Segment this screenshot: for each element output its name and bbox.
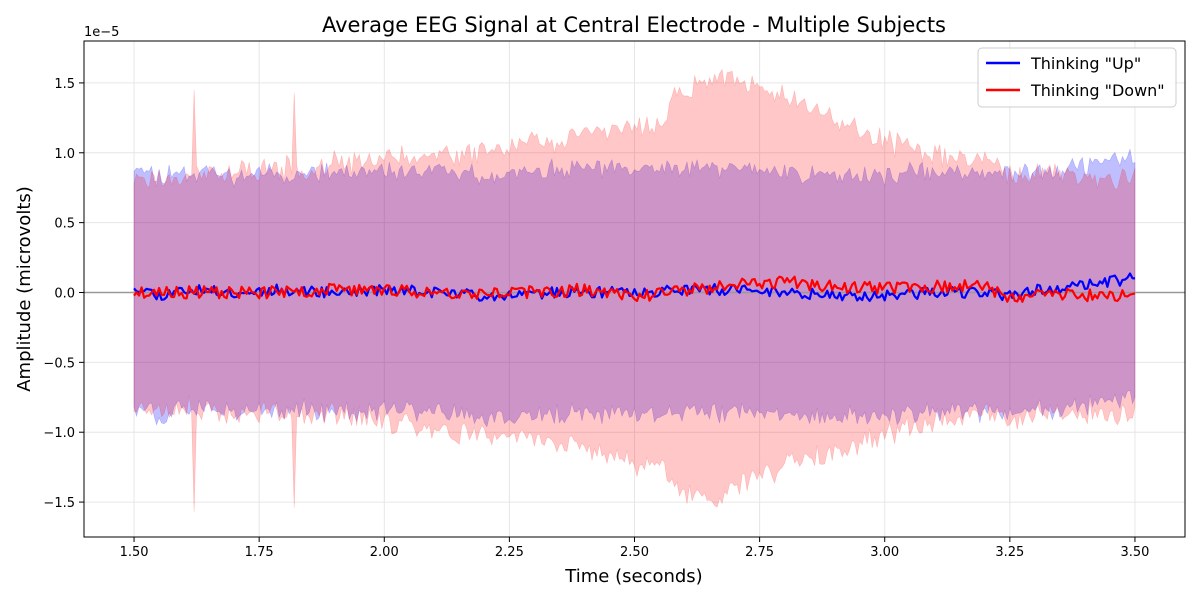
y-tick-label: −1.0 <box>43 426 75 441</box>
band-thinking-up <box>133 149 1136 428</box>
x-tick-label: 3.25 <box>995 545 1024 560</box>
plot-area <box>83 40 1186 538</box>
x-tick-label: 2.50 <box>620 545 649 560</box>
x-tick-label: 3.00 <box>870 545 899 560</box>
x-tick-label: 1.50 <box>120 545 149 560</box>
x-axis-label: Time (seconds) <box>564 566 702 587</box>
x-tick-label: 1.75 <box>245 545 274 560</box>
chart-title: Average EEG Signal at Central Electrode … <box>322 13 946 37</box>
series-lines <box>133 272 1136 303</box>
x-tick-label: 2.00 <box>370 545 399 560</box>
legend-label-down: Thinking "Down" <box>1030 81 1165 100</box>
x-tick-label: 3.50 <box>1120 545 1149 560</box>
y-tick-label: 0.0 <box>54 286 75 301</box>
y-axis: −1.5 −1.0 −0.5 0.0 0.5 1.0 1.5 <box>43 77 84 511</box>
y-tick-label: −0.5 <box>43 356 75 371</box>
y-offset-label: 1e−5 <box>84 25 119 40</box>
x-tick-label: 2.75 <box>745 545 774 560</box>
x-tick-label: 2.25 <box>495 545 524 560</box>
grid <box>84 41 1185 537</box>
y-tick-label: 0.5 <box>54 217 75 232</box>
y-tick-label: 1.5 <box>54 77 75 92</box>
legend-label-up: Thinking "Up" <box>1030 54 1141 73</box>
line-thinking-down <box>133 275 1136 303</box>
y-tick-label: 1.0 <box>54 147 75 162</box>
y-axis-label: Amplitude (microvolts) <box>14 186 35 392</box>
x-axis: 1.50 1.75 2.00 2.25 2.50 2.75 3.00 3.25 3.50 <box>120 537 1149 560</box>
y-tick-label: −1.5 <box>43 496 75 511</box>
legend: Thinking "Up" Thinking "Down" <box>977 47 1177 108</box>
legend-box <box>977 47 1177 108</box>
